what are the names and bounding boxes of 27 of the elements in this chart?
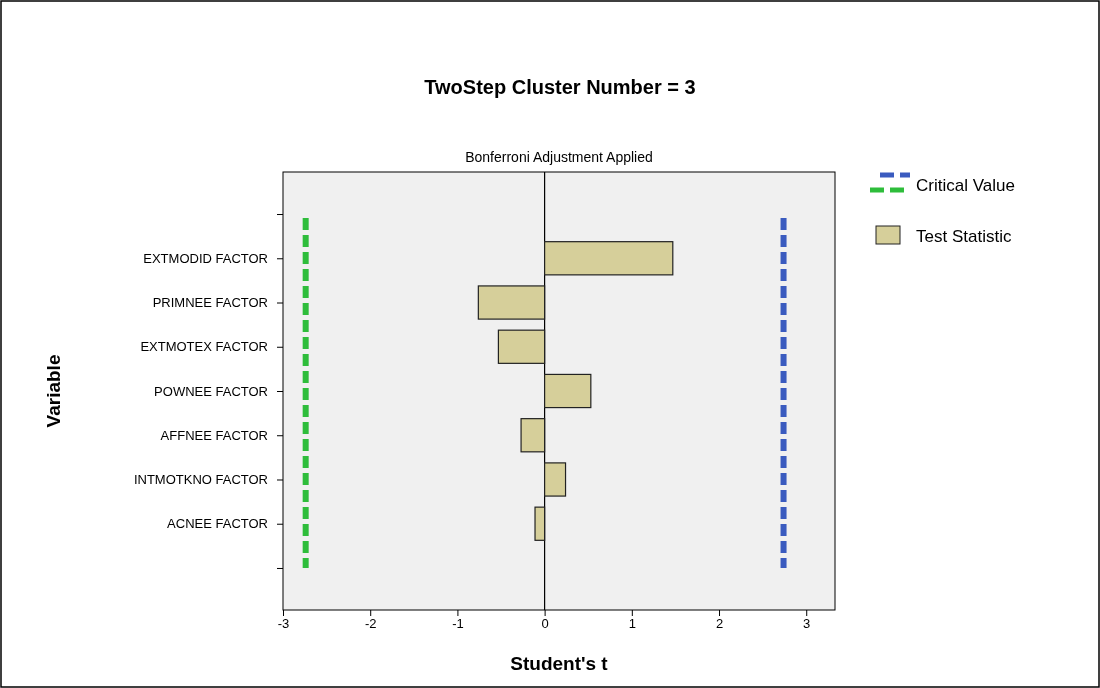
legend-label: Test Statistic [916,227,1012,246]
x-axis-title: Student's t [510,653,609,674]
x-tick-label: -2 [364,616,377,632]
y-tick-label: POWNEE FACTOR [154,383,268,399]
y-tick-label: ACNEE FACTOR [167,516,268,532]
y-tick-label: EXTMODID FACTOR [143,250,268,266]
x-tick-label: 1 [628,616,636,632]
x-tick-label: 3 [803,616,811,632]
y-tick-label: AFFNEE FACTOR [160,427,268,443]
bar [544,373,592,409]
x-tick-label: -3 [277,616,290,632]
bar [497,329,546,364]
y-tick-label: INTMOTKNO FACTOR [133,472,268,488]
chart-title: TwoStep Cluster Number = 3 [424,76,696,98]
bar [544,462,567,497]
legend-label: Critical Value [916,176,1015,195]
bar [544,241,674,276]
y-tick-label: EXTMOTEX FACTOR [140,339,268,355]
bar [534,506,546,541]
y-axis-title: Variable [43,354,64,428]
x-tick-label: -1 [452,616,464,632]
chart-subtitle: Bonferroni Adjustment Applied [465,149,653,165]
y-tick-label: PRIMNEE FACTOR [152,295,268,311]
bar [520,418,546,453]
x-tick-label: 0 [541,616,549,632]
bar [477,285,546,320]
x-tick-label: 2 [715,616,724,632]
